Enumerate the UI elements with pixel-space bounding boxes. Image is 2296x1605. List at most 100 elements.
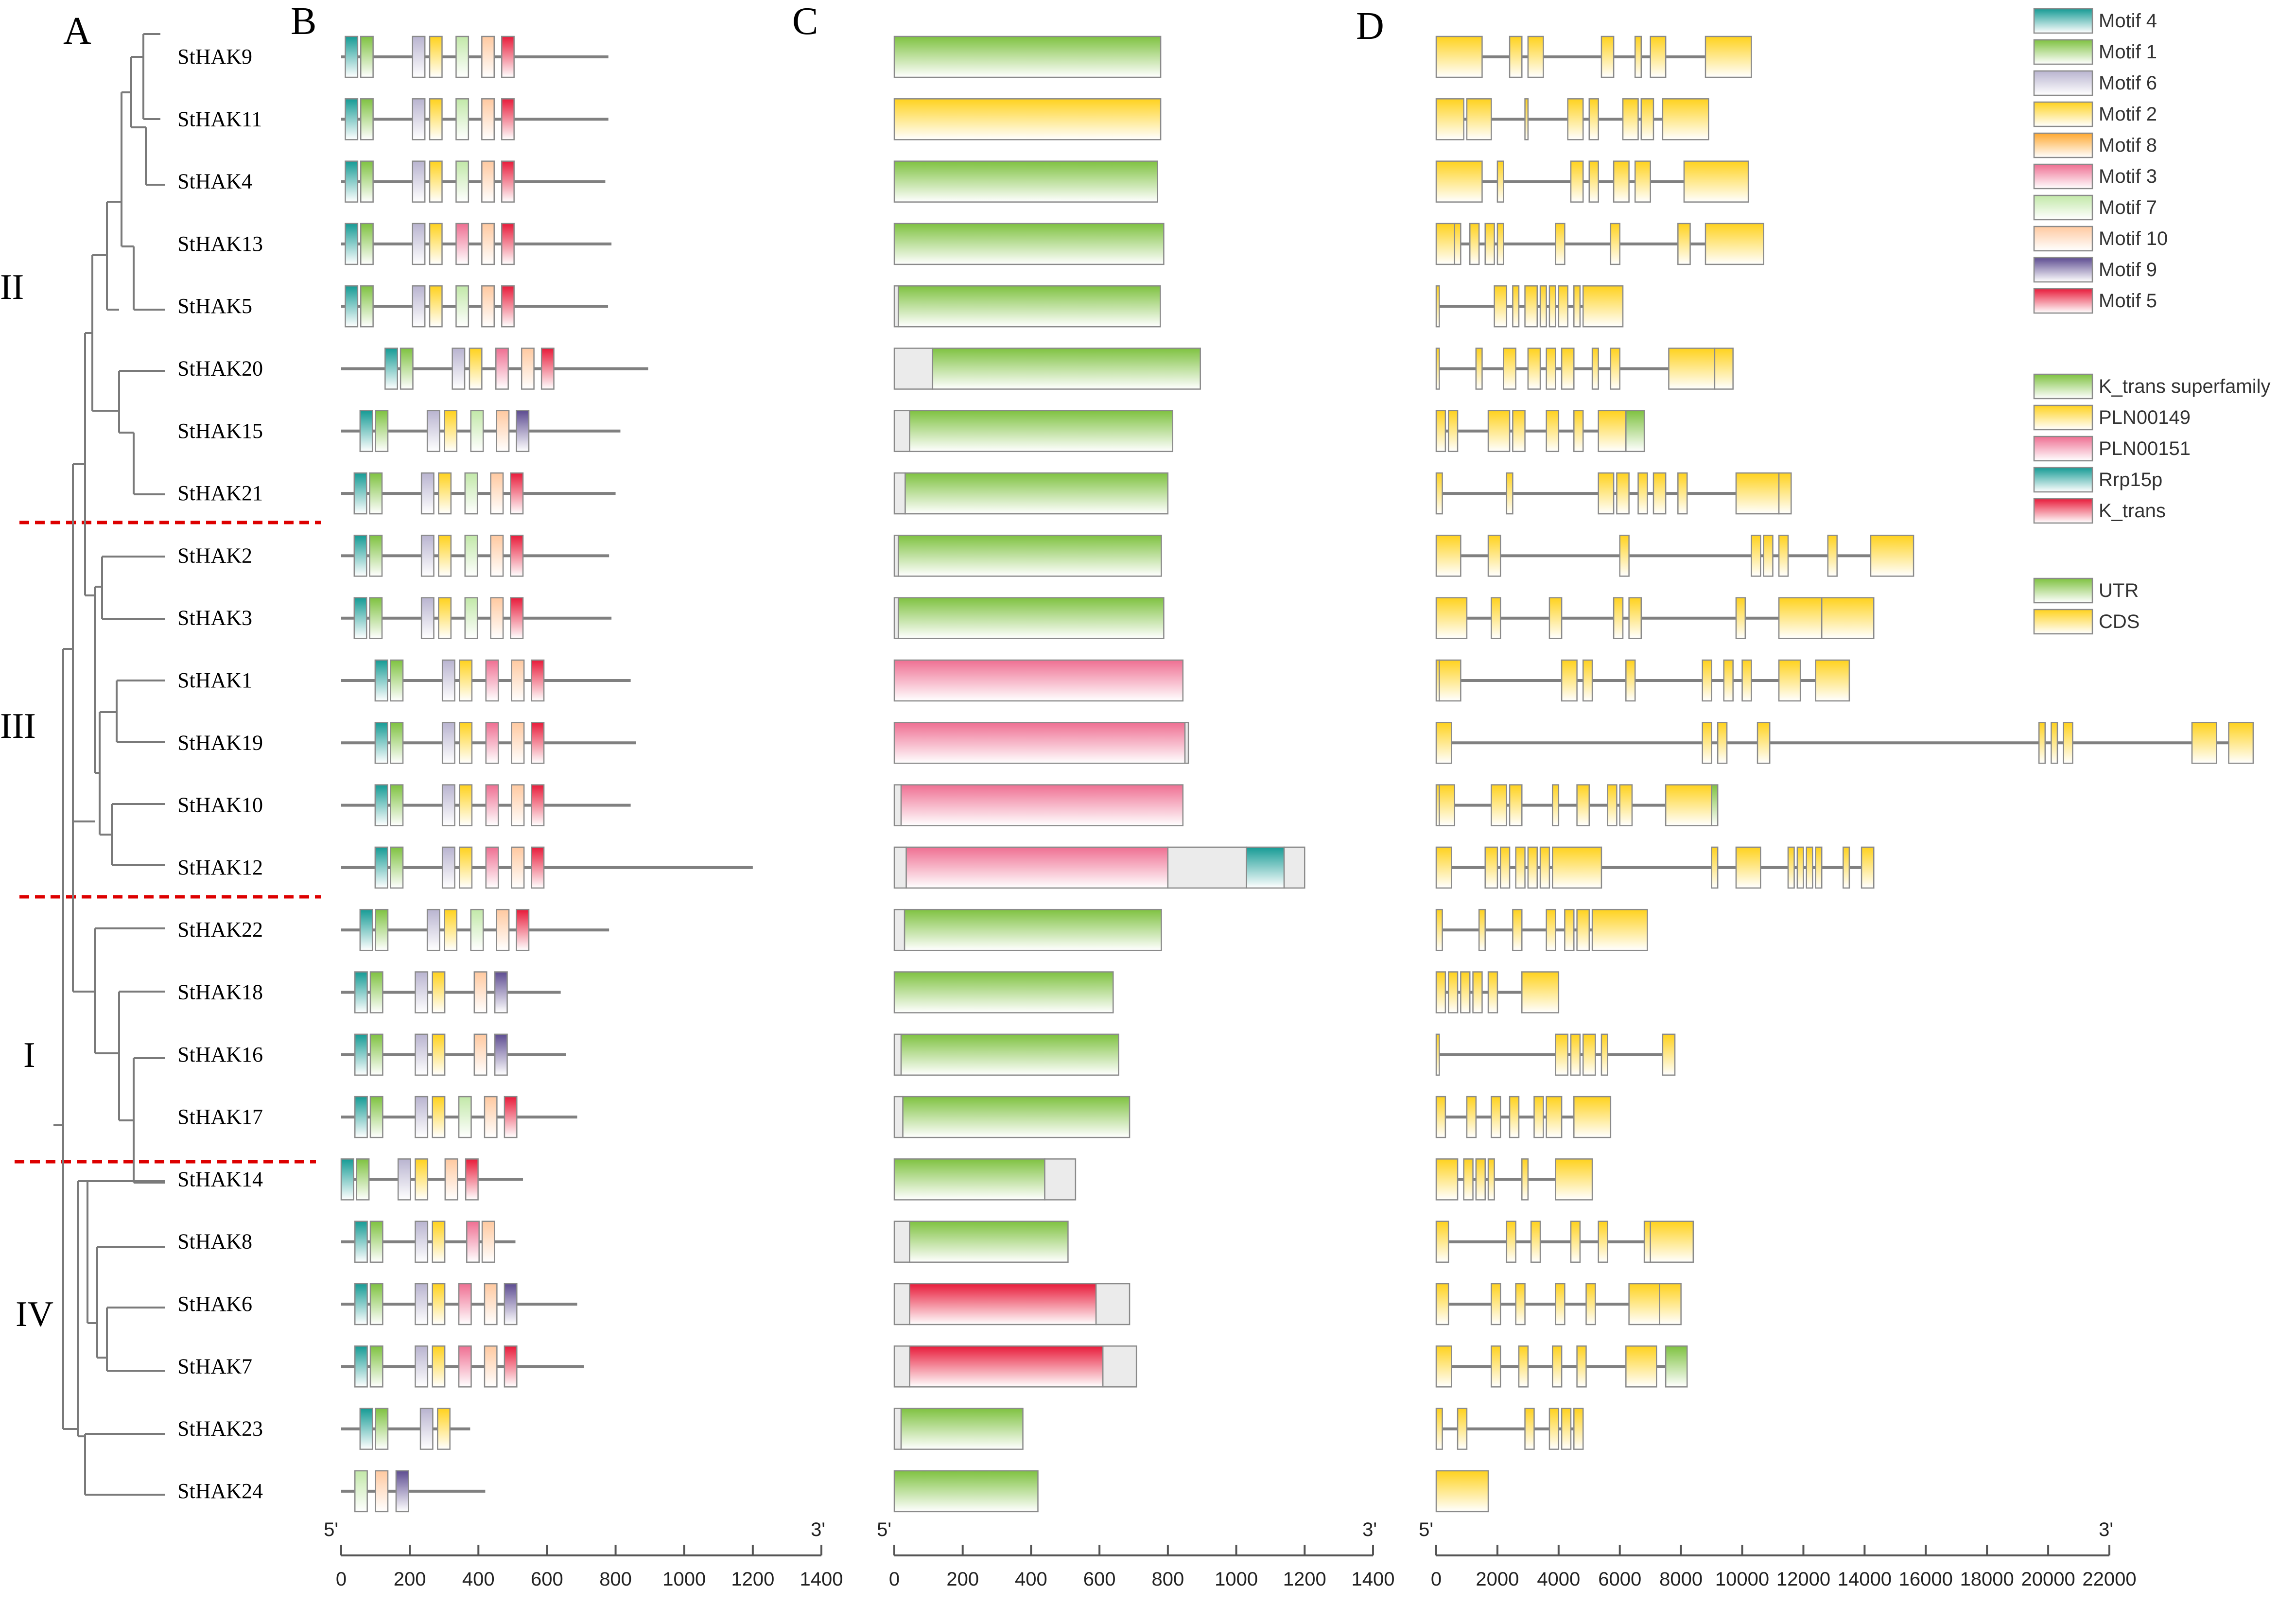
legend-label: Motif 9 xyxy=(2099,259,2157,280)
motif-row xyxy=(341,1033,566,1076)
motif-motif-10 xyxy=(484,1345,498,1388)
cds-block xyxy=(1435,722,1452,764)
axis-tick-label: 22000 xyxy=(2082,1569,2136,1590)
panel-label-a: A xyxy=(63,10,91,52)
motif-motif-3 xyxy=(455,223,470,265)
cds-block xyxy=(1870,535,1914,577)
gene-label: StHAK2 xyxy=(177,543,252,567)
cds-block xyxy=(1509,784,1523,826)
cds-block xyxy=(1439,659,1461,702)
axis-tick-label: 18000 xyxy=(1960,1569,2014,1590)
cds-block xyxy=(1561,1408,1572,1450)
motif-motif-4 xyxy=(384,348,398,390)
cds-block xyxy=(1588,160,1599,203)
legend-item-motif-9: Motif 9 xyxy=(2033,257,2157,283)
motif-motif-1 xyxy=(375,908,389,951)
axis-tick-label: 600 xyxy=(1083,1569,1116,1590)
cds-block xyxy=(1512,410,1526,453)
cds-block xyxy=(1435,35,1483,78)
legend-label: K_trans superfamily xyxy=(2099,376,2270,397)
legend-swatch xyxy=(2033,8,2093,34)
cds-block xyxy=(1705,35,1752,78)
cds-block xyxy=(1591,348,1599,390)
axis-tick-label: 1400 xyxy=(1352,1569,1395,1590)
structure-row xyxy=(1435,1158,1593,1201)
cds-block xyxy=(1548,1408,1560,1450)
cds-block xyxy=(1735,846,1761,889)
motif-motif-9 xyxy=(516,410,530,453)
domain-pln00149 xyxy=(893,98,1162,140)
motif-motif-2 xyxy=(469,348,483,390)
motif-motif-3 xyxy=(458,1283,472,1326)
motif-motif-6 xyxy=(415,1096,429,1138)
motif-row xyxy=(341,223,612,265)
motif-motif-4 xyxy=(359,410,373,453)
cds-block xyxy=(1527,35,1544,78)
domain-row xyxy=(893,1033,1119,1076)
motif-row xyxy=(341,1283,577,1326)
gene-label: StHAK4 xyxy=(177,170,252,193)
gene-label: StHAK15 xyxy=(177,419,263,443)
motif-motif-3 xyxy=(458,1345,472,1388)
motif-motif-1 xyxy=(360,98,374,140)
clade-label-ii: II xyxy=(0,267,24,307)
motif-motif-10 xyxy=(490,535,504,577)
legend-label: Motif 10 xyxy=(2099,228,2168,249)
domain-k-trans-superfamily xyxy=(932,348,1201,390)
domain-k-trans-superfamily xyxy=(902,1096,1131,1138)
gene-label: StHAK12 xyxy=(177,855,263,879)
legend-label: Motif 8 xyxy=(2099,135,2157,156)
cds-block xyxy=(1533,1096,1544,1138)
cds-block xyxy=(1582,285,1624,328)
domain-row xyxy=(893,160,1158,203)
motif-motif-6 xyxy=(415,1283,429,1326)
structure-row xyxy=(1435,1221,1694,1263)
motif-motif-1 xyxy=(369,971,383,1013)
legend-item-motif-7: Motif 7 xyxy=(2033,194,2157,221)
legend-swatch xyxy=(2033,101,2093,127)
axis-tick-label: 16000 xyxy=(1899,1569,1953,1590)
gene-label: StHAK19 xyxy=(177,731,263,754)
legend-item-pln00151: PLN00151 xyxy=(2033,436,2191,462)
motif-motif-3 xyxy=(485,659,499,702)
cds-block xyxy=(1815,846,1823,889)
structure-row xyxy=(1435,35,1752,78)
motif-motif-5 xyxy=(540,348,555,390)
domain-row xyxy=(893,722,1189,764)
domain-row xyxy=(893,285,1161,328)
legend-label: PLN00151 xyxy=(2099,438,2191,459)
cds-block xyxy=(1491,1096,1501,1138)
domain-k-trans-superfamily xyxy=(904,908,1162,951)
motif-motif-6 xyxy=(415,1345,429,1388)
gene-label: StHAK17 xyxy=(177,1105,263,1129)
axis-end-label: 3' xyxy=(811,1519,825,1540)
utr-block xyxy=(1711,784,1719,826)
motif-motif-4 xyxy=(374,784,388,826)
gene-labels: StHAK9 StHAK11 StHAK4 StHAK13 StHAK5 StHAK20 S… xyxy=(177,45,263,1503)
motif-motif-4 xyxy=(359,1408,373,1450)
motif-motif-5 xyxy=(501,285,515,328)
motif-row xyxy=(341,285,609,328)
axis-d: 0 2000 4000 6000 8000 10000 12000 14000 16000 180… xyxy=(1419,1519,2137,1590)
cds-block xyxy=(1778,472,1792,515)
cds-block xyxy=(1787,846,1795,889)
domain-row xyxy=(893,1283,1131,1326)
gene-label: StHAK13 xyxy=(177,232,263,256)
domain-k-trans-superfamily xyxy=(898,285,1161,328)
legend-swatch xyxy=(2033,436,2093,462)
cds-block xyxy=(1496,160,1504,203)
cds-block xyxy=(1509,35,1523,78)
domain-k-trans-superfamily xyxy=(898,597,1165,639)
cds-block xyxy=(1506,1221,1516,1263)
cds-block xyxy=(1555,1158,1593,1201)
motif-motif-6 xyxy=(441,659,455,702)
domain-unannotated xyxy=(1095,1283,1131,1326)
motif-motif-1 xyxy=(375,410,389,453)
motif-motif-10 xyxy=(473,1033,487,1076)
axis-tick-label: 8000 xyxy=(1659,1569,1703,1590)
cds-block xyxy=(1487,410,1511,453)
cds-block xyxy=(1435,1345,1452,1388)
axis-tick-label: 1200 xyxy=(731,1569,774,1590)
motif-motif-2 xyxy=(444,908,458,951)
legend-item-motif-2: Motif 2 xyxy=(2033,101,2157,127)
